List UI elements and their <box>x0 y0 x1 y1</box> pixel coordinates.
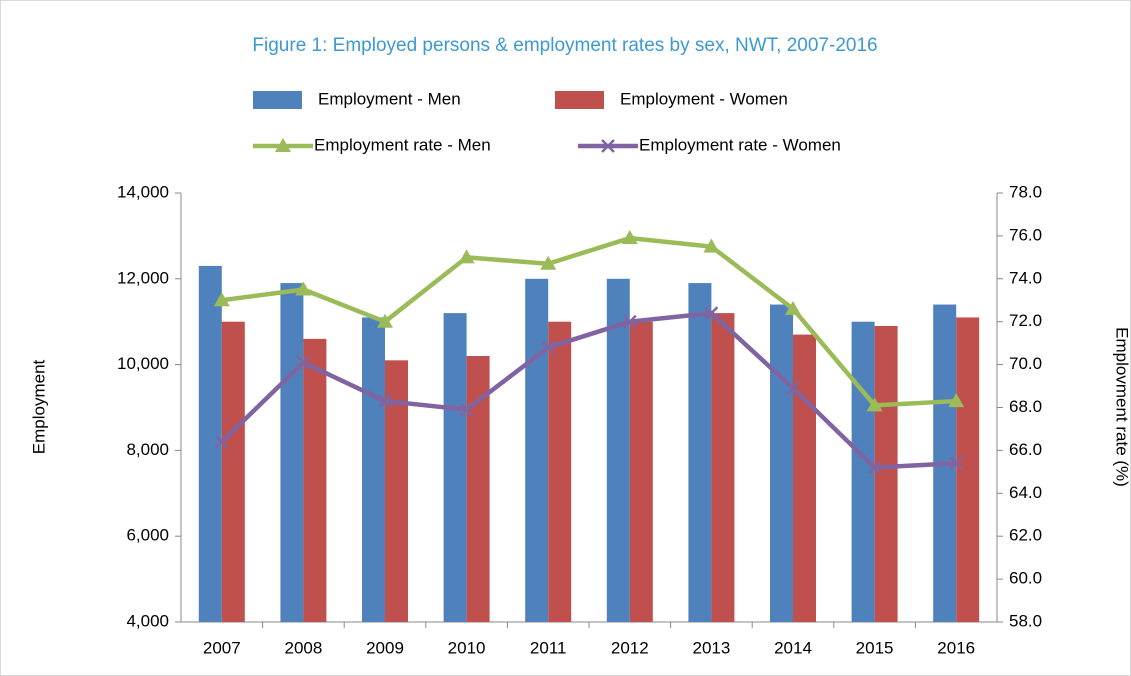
x-tick-label: 2009 <box>366 638 404 657</box>
marker <box>949 456 964 471</box>
bar <box>385 360 408 622</box>
x-tick-label: 2015 <box>856 638 894 657</box>
marker <box>541 340 556 355</box>
x-tick-label: 2011 <box>530 638 567 657</box>
chart-title: Figure 1: Employed persons & employment … <box>252 35 877 56</box>
y2-tick-label: 58.0 <box>1009 611 1042 630</box>
legend-label: Employment rate - Men <box>314 135 491 154</box>
marker <box>622 314 637 329</box>
bar <box>548 321 572 622</box>
bar <box>874 325 898 622</box>
bar <box>303 338 327 622</box>
bar <box>525 278 549 622</box>
marker <box>295 281 312 296</box>
marker <box>867 460 882 475</box>
marker <box>703 238 720 253</box>
x-tick-label: 2014 <box>774 638 812 657</box>
marker <box>378 394 392 408</box>
marker <box>621 230 638 245</box>
legend-swatch <box>555 91 604 109</box>
bar <box>956 317 980 622</box>
x-tick-label: 2016 <box>937 638 975 657</box>
marker <box>540 255 557 270</box>
y-tick-label: 14,000 <box>117 182 169 201</box>
y2-tick-label: 66.0 <box>1009 440 1042 459</box>
bar <box>362 317 385 622</box>
x-tick-label: 2012 <box>611 638 649 657</box>
y-tick-label: 8,000 <box>126 440 169 459</box>
line <box>220 310 957 470</box>
marker <box>866 397 883 412</box>
line <box>221 235 957 408</box>
y-tick-label: 6,000 <box>126 526 169 545</box>
y2-tick-label: 76.0 <box>1009 225 1042 244</box>
marker <box>377 313 393 328</box>
legend-swatch <box>253 91 302 109</box>
y2-tick-label: 68.0 <box>1009 397 1042 416</box>
bar <box>280 283 304 622</box>
bar <box>688 283 712 622</box>
marker <box>704 306 719 321</box>
legend-label: Employment - Women <box>620 89 788 108</box>
y-axis-title: Employment <box>29 359 48 454</box>
bar <box>793 334 816 622</box>
marker <box>459 402 474 417</box>
x-tick-label: 2008 <box>284 638 322 657</box>
bar <box>629 321 653 622</box>
x-tick-label: 2007 <box>203 638 241 657</box>
y2-axis-title: Emplovment rate (%) <box>1113 327 1131 487</box>
marker <box>213 292 230 307</box>
y2-tick-label: 74.0 <box>1009 268 1042 287</box>
x-tick-label: 2013 <box>692 638 730 657</box>
bar <box>606 278 630 622</box>
marker <box>785 300 801 315</box>
marker <box>214 434 229 449</box>
y2-tick-label: 60.0 <box>1009 569 1042 588</box>
y2-tick-label: 62.0 <box>1009 526 1042 545</box>
y2-tick-label: 64.0 <box>1009 483 1042 502</box>
marker <box>296 355 311 370</box>
legend-label: Employment - Men <box>318 89 461 108</box>
y2-tick-label: 78.0 <box>1009 182 1042 201</box>
bar <box>443 313 467 622</box>
x-tick-label: 2010 <box>448 638 486 657</box>
y-tick-label: 4,000 <box>126 611 169 630</box>
y2-tick-label: 72.0 <box>1009 311 1042 330</box>
marker <box>275 138 291 152</box>
marker <box>601 139 615 153</box>
y-tick-label: 12,000 <box>117 268 169 287</box>
bar <box>221 321 245 622</box>
bar <box>770 304 793 622</box>
y-tick-label: 10,000 <box>117 354 169 373</box>
bar <box>711 313 735 622</box>
bar <box>198 265 222 622</box>
legend-label: Employment rate - Women <box>639 135 841 154</box>
marker <box>786 381 800 396</box>
marker <box>948 393 965 408</box>
marker <box>458 249 475 264</box>
bar <box>466 356 490 622</box>
y2-tick-label: 70.0 <box>1009 354 1042 373</box>
